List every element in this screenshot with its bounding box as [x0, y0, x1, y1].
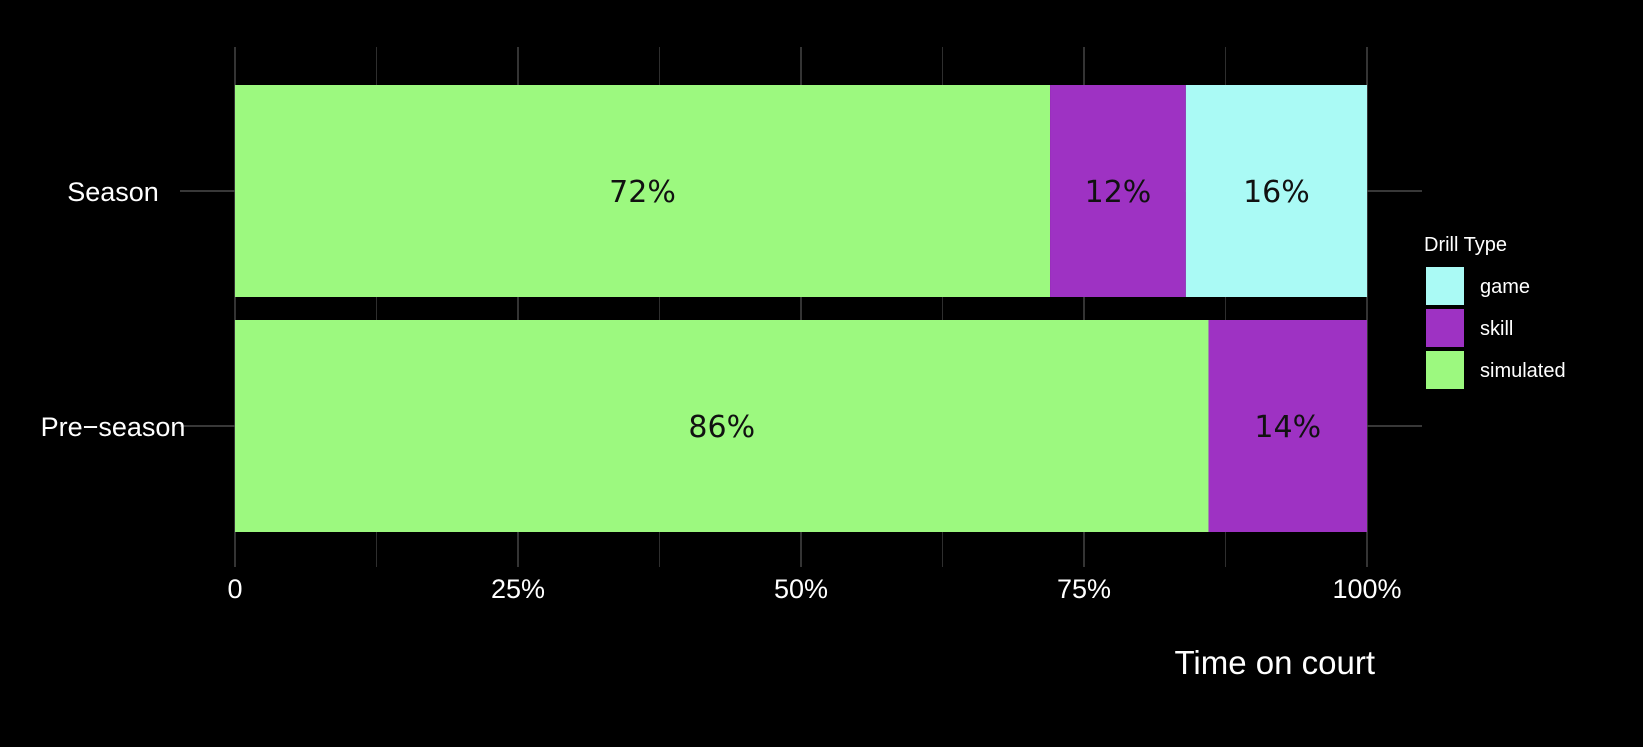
x-axis: 0 25% 50% 75% 100%	[227, 574, 1401, 604]
segment-label: 72%	[609, 175, 676, 210]
legend-title: Drill Type	[1424, 234, 1507, 256]
legend-label: simulated	[1480, 360, 1566, 382]
legend-label: game	[1480, 276, 1530, 298]
legend-key-game	[1426, 267, 1464, 305]
x-tick-label: 25%	[491, 574, 545, 604]
legend: Drill Type game skill simulated	[1424, 234, 1566, 389]
y-category-label: Season	[67, 177, 159, 207]
segment-label: 12%	[1085, 175, 1152, 210]
segment-label: 14%	[1254, 410, 1321, 445]
segment-labels: 72% 12% 16% 86% 14%	[609, 175, 1321, 445]
x-tick-label: 75%	[1057, 574, 1111, 604]
segment-label: 16%	[1243, 175, 1310, 210]
x-tick-label: 50%	[774, 574, 828, 604]
bar-segment-game	[1185, 85, 1367, 297]
bar-segment-skill	[1208, 320, 1367, 532]
x-tick-label: 0	[227, 574, 242, 604]
y-axis: Season Pre−season	[41, 177, 186, 442]
x-axis-title: Time on court	[1174, 644, 1375, 681]
legend-key-simulated	[1426, 351, 1464, 389]
bar-segment-simulated	[235, 320, 1209, 532]
y-category-label: Pre−season	[41, 412, 186, 442]
bar-segment-simulated	[235, 85, 1051, 297]
segment-label: 86%	[688, 410, 755, 445]
legend-label: skill	[1480, 318, 1513, 340]
legend-key-skill	[1426, 309, 1464, 347]
x-tick-label: 100%	[1332, 574, 1401, 604]
bars	[235, 85, 1367, 532]
bar-segment-skill	[1050, 85, 1186, 297]
